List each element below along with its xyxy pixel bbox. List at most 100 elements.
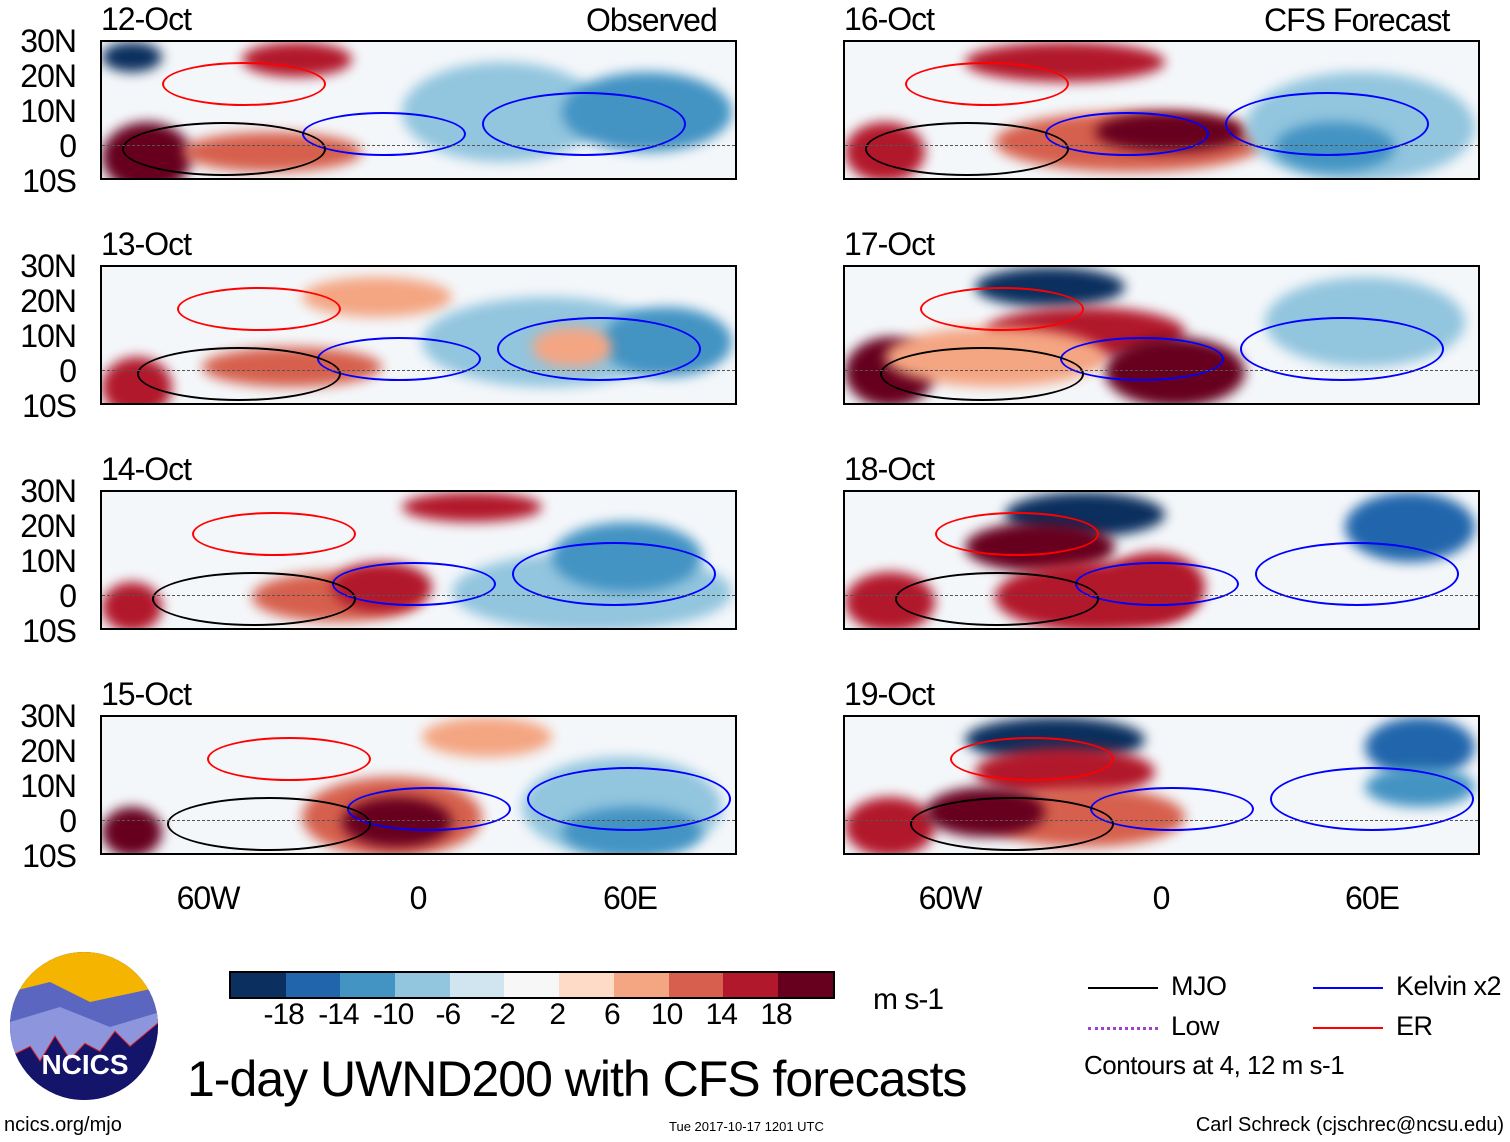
contour-line bbox=[347, 787, 511, 831]
lat-tick-label: 10S bbox=[22, 163, 77, 199]
lon-tick-label: 0 bbox=[1152, 880, 1171, 916]
legend-line-mjo bbox=[1088, 987, 1158, 989]
lat-tick-label: 10N bbox=[20, 768, 77, 804]
panel-date: 17-Oct bbox=[844, 226, 935, 262]
legend-line-kelvin-x2 bbox=[1313, 987, 1383, 989]
ncics-logo: NCICS bbox=[10, 952, 158, 1100]
lon-tick-label: 0 bbox=[409, 880, 428, 916]
colorbar-tick-label: -10 bbox=[372, 998, 414, 1031]
contour-line bbox=[152, 572, 356, 626]
contour-line bbox=[1270, 767, 1474, 831]
contour-line bbox=[865, 122, 1069, 176]
contour-line bbox=[167, 797, 371, 851]
contour-line bbox=[1060, 337, 1224, 381]
panel-date: 15-Oct bbox=[101, 676, 192, 712]
lat-tick-label: 10N bbox=[20, 93, 77, 129]
lat-tick-label: 20N bbox=[20, 733, 77, 769]
legend-label: Kelvin x2 bbox=[1396, 971, 1502, 1001]
colorbar-tick-label: -18 bbox=[263, 998, 305, 1031]
lat-tick-label: 10S bbox=[22, 388, 77, 424]
equator-line bbox=[102, 595, 735, 596]
colorbar-swatch bbox=[559, 973, 614, 997]
panel-date: 18-Oct bbox=[844, 451, 935, 487]
legend-label: MJO bbox=[1171, 971, 1227, 1001]
contour-line bbox=[497, 317, 701, 381]
equator-line bbox=[845, 370, 1478, 371]
equator-line bbox=[102, 820, 735, 821]
map-panel-13-Oct bbox=[100, 265, 737, 405]
legend-label: ER bbox=[1396, 1011, 1433, 1041]
legend-line-low bbox=[1088, 1027, 1158, 1030]
colorbar-swatch bbox=[504, 973, 560, 997]
contour-line bbox=[1090, 787, 1254, 831]
colorbar-tick-label: 10 bbox=[650, 998, 683, 1031]
author-credit: Carl Schreck (cjschrec@ncsu.edu) bbox=[1195, 1114, 1504, 1136]
wind-anomaly-region bbox=[102, 807, 162, 853]
equator-line bbox=[845, 595, 1478, 596]
lat-tick-label: 10S bbox=[22, 838, 77, 874]
contour-line bbox=[895, 572, 1099, 626]
lon-tick-label: 60W bbox=[176, 880, 241, 916]
colorbar-tick-label: -14 bbox=[318, 998, 359, 1031]
lat-tick-label: 30N bbox=[20, 23, 77, 59]
lon-tick-label: 60E bbox=[603, 880, 658, 916]
contour-line bbox=[950, 737, 1114, 781]
lat-tick-label: 0 bbox=[59, 803, 77, 839]
map-panel-19-Oct bbox=[843, 715, 1480, 855]
contour-line bbox=[317, 337, 481, 381]
contours-note: Contours at 4, 12 m s-1 bbox=[1084, 1050, 1345, 1080]
contour-line bbox=[1045, 112, 1209, 156]
colorbar-swatch bbox=[449, 973, 505, 997]
contour-line bbox=[1255, 542, 1459, 606]
map-panel-15-Oct bbox=[100, 715, 737, 855]
contour-line bbox=[527, 767, 731, 831]
lat-tick-label: 0 bbox=[59, 578, 77, 614]
panel-date: 12-Oct bbox=[101, 1, 192, 37]
colorbar-swatch bbox=[395, 973, 450, 997]
lat-tick-label: 10N bbox=[20, 543, 77, 579]
timestamp: Tue 2017-10-17 1201 UTC bbox=[669, 1119, 824, 1134]
lat-tick-label: 30N bbox=[20, 248, 77, 284]
equator-line bbox=[845, 820, 1478, 821]
contour-line bbox=[910, 797, 1114, 851]
colorbar-swatch bbox=[668, 973, 724, 997]
contour-line bbox=[1240, 317, 1444, 381]
contour-line bbox=[207, 737, 371, 781]
panel-date: 13-Oct bbox=[101, 226, 192, 262]
colorbar-swatch bbox=[777, 973, 833, 997]
contour-line bbox=[332, 562, 496, 606]
contour-line bbox=[1225, 92, 1429, 156]
wind-anomaly-region bbox=[102, 42, 162, 72]
legend-line-er bbox=[1313, 1027, 1383, 1029]
contour-line bbox=[177, 287, 341, 331]
wind-anomaly-region bbox=[422, 717, 552, 757]
colorbar-swatch bbox=[285, 973, 341, 997]
lat-tick-label: 20N bbox=[20, 58, 77, 94]
contour-line bbox=[512, 542, 716, 606]
wind-anomaly-region bbox=[402, 492, 542, 522]
svg-text:NCICS: NCICS bbox=[41, 1049, 128, 1080]
colorbar-swatch bbox=[613, 973, 669, 997]
contour-line bbox=[935, 512, 1099, 556]
panel-date: 14-Oct bbox=[101, 451, 192, 487]
lat-tick-label: 10S bbox=[22, 613, 77, 649]
forecast-label: CFS Forecast bbox=[1264, 2, 1450, 38]
colorbar-tick-label: 18 bbox=[760, 998, 792, 1031]
map-panel-17-Oct bbox=[843, 265, 1480, 405]
map-panel-12-Oct bbox=[100, 40, 737, 180]
map-panel-16-Oct bbox=[843, 40, 1480, 180]
contour-line bbox=[880, 347, 1084, 401]
observed-label: Observed bbox=[586, 2, 718, 38]
contour-line bbox=[162, 62, 326, 106]
lon-tick-label: 60E bbox=[1345, 880, 1400, 916]
contour-line bbox=[302, 112, 466, 156]
equator-line bbox=[845, 145, 1478, 146]
contour-line bbox=[192, 512, 356, 556]
map-panel-14-Oct bbox=[100, 490, 737, 630]
colorbar-swatch bbox=[231, 973, 286, 997]
url-link[interactable]: ncics.org/mjo bbox=[4, 1114, 122, 1136]
lat-tick-label: 30N bbox=[20, 698, 77, 734]
map-panel-18-Oct bbox=[843, 490, 1480, 630]
contour-line bbox=[482, 92, 686, 156]
